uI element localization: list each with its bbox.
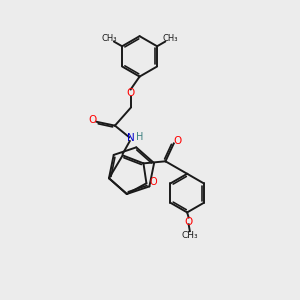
- Text: O: O: [174, 136, 182, 146]
- Text: CH₃: CH₃: [162, 34, 178, 43]
- Text: O: O: [184, 217, 193, 226]
- Text: CH₃: CH₃: [182, 231, 198, 240]
- Text: O: O: [149, 177, 157, 187]
- Text: CH₃: CH₃: [102, 34, 117, 43]
- Text: O: O: [88, 115, 97, 125]
- Text: H: H: [136, 132, 143, 142]
- Text: N: N: [127, 134, 134, 143]
- Text: O: O: [127, 88, 135, 98]
